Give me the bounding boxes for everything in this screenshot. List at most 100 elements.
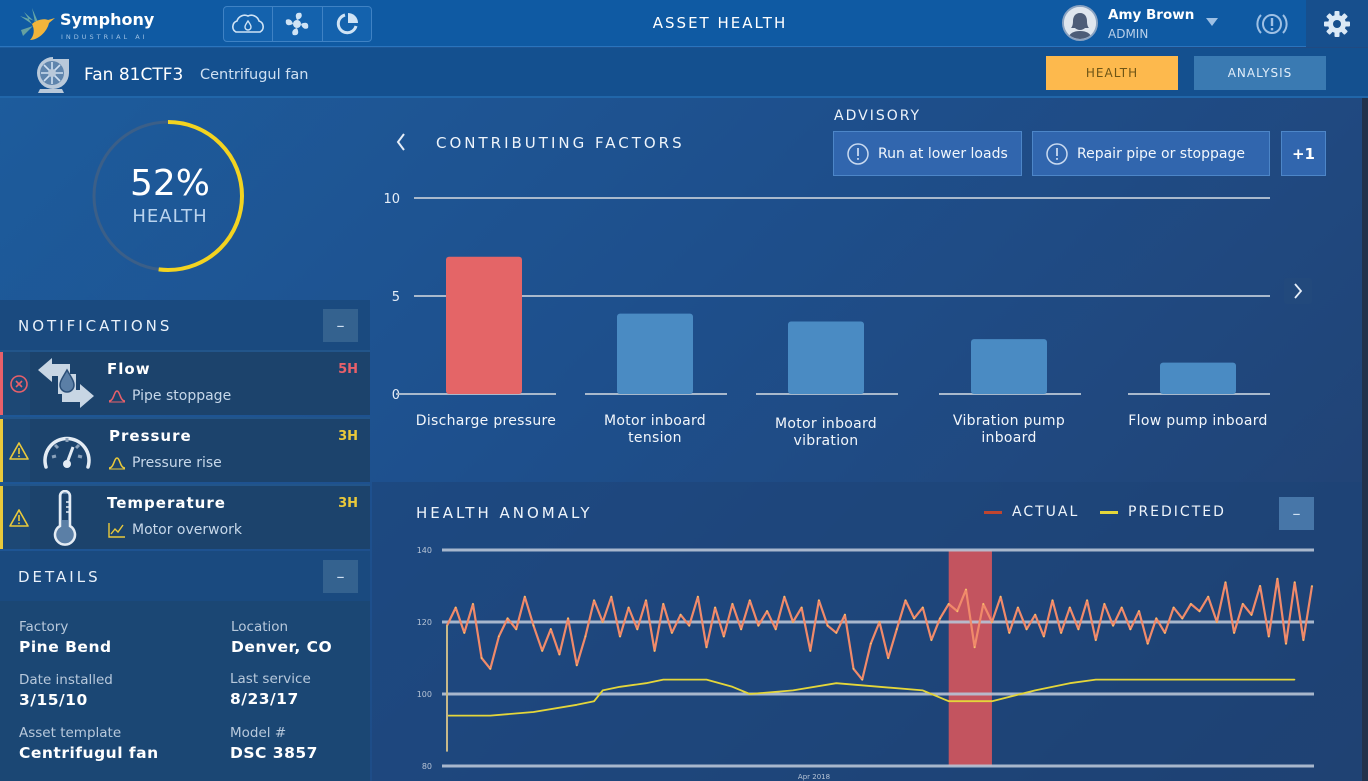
data-point (602, 689, 604, 691)
detail-value: Pine Bend (19, 638, 112, 656)
detail-date-installed: Date installed 3/15/10 (19, 672, 113, 709)
data-point (1181, 617, 1184, 620)
y-tick-label: 5 (392, 290, 400, 305)
details-collapse-button[interactable]: – (323, 560, 358, 593)
advisory-repair-pipe[interactable]: Repair pipe or stoppage (1032, 131, 1270, 176)
data-point (1155, 617, 1158, 620)
data-point (826, 624, 829, 627)
data-point (532, 624, 535, 627)
notification-subtitle: Motor overwork (132, 522, 243, 538)
data-point (878, 686, 881, 688)
data-point (696, 595, 699, 598)
gauges-view-button[interactable] (224, 7, 274, 41)
x-category-label: Motor inboard (775, 416, 877, 432)
data-point (645, 682, 647, 684)
detail-last-service: Last service 8/23/17 (230, 671, 311, 708)
data-point (1311, 585, 1313, 587)
brand-subtitle: INDUSTRIAL AI (61, 33, 148, 41)
caret-down-icon (1206, 18, 1218, 26)
notification-item[interactable]: Flow Pipe stoppage 5H (0, 350, 370, 415)
fan-icon (286, 12, 309, 36)
notification-subtitle: Pressure rise (132, 455, 222, 471)
data-point (895, 628, 898, 631)
anomaly-collapse-button[interactable]: – (1279, 497, 1314, 530)
data-point (904, 599, 907, 602)
pie-view-button[interactable] (323, 7, 371, 41)
data-point (809, 649, 812, 652)
anomaly-window[interactable] (948, 550, 992, 766)
data-point (991, 700, 993, 702)
data-point (1025, 628, 1028, 631)
series-line-predicted (447, 678, 1295, 717)
gauges-icon (232, 14, 265, 33)
data-point (930, 639, 933, 641)
bar[interactable] (1160, 362, 1236, 394)
data-point (1068, 606, 1071, 609)
notification-subtitle-row: Pipe stoppage (108, 388, 231, 404)
data-point (627, 606, 630, 609)
detail-model: Model # DSC 3857 (230, 725, 318, 762)
advisory-more-button[interactable]: +1 (1281, 131, 1326, 176)
info-exclamation-icon (847, 142, 869, 165)
detail-value: Denver, CO (231, 638, 333, 656)
bar[interactable] (446, 256, 522, 394)
data-point (731, 686, 734, 688)
next-page-button[interactable] (1284, 278, 1312, 304)
chevron-left-icon[interactable] (394, 132, 408, 152)
detail-label: Factory (19, 619, 69, 635)
data-point (584, 635, 587, 638)
user-menu[interactable]: Amy Brown ADMIN (1062, 4, 1242, 44)
asset-type: Centrifugul fan (200, 67, 309, 83)
data-point (965, 700, 967, 702)
detail-value: 3/15/10 (19, 691, 88, 709)
data-point (757, 624, 760, 627)
advisory-run-lower-loads[interactable]: Run at lower loads (833, 131, 1022, 176)
data-point (601, 621, 604, 623)
asset-bar: Fan 81CTF3 Centrifugul fan HEALTH ANALYS… (0, 48, 1368, 98)
data-point (671, 631, 673, 634)
tab-analysis[interactable]: ANALYSIS (1194, 56, 1326, 90)
alert-icon[interactable] (1255, 9, 1289, 39)
user-silhouette-icon (1064, 7, 1096, 39)
data-point (1294, 679, 1296, 681)
data-point (1042, 635, 1045, 638)
data-point (818, 599, 820, 602)
bell-curve-icon (108, 457, 126, 470)
asset-name: Fan 81CTF3 (84, 65, 184, 85)
y-tick-label: 120 (417, 618, 432, 627)
detail-label: Location (231, 619, 289, 635)
bar[interactable] (971, 339, 1047, 394)
data-point (558, 653, 561, 656)
legend-actual: ACTUAL (984, 504, 1079, 520)
data-point (800, 606, 803, 609)
notification-item[interactable]: Pressure Pressure rise 3H (0, 417, 370, 482)
data-point (1051, 599, 1054, 602)
brand-logo[interactable]: Symphony INDUSTRIAL AI (18, 4, 208, 44)
notifications-collapse-button[interactable]: – (323, 309, 358, 342)
flow-arrows-icon (38, 358, 94, 408)
settings-button[interactable] (1306, 0, 1368, 47)
data-point (1017, 606, 1019, 609)
data-point (593, 599, 595, 602)
data-point (1069, 682, 1071, 684)
bar[interactable] (788, 321, 864, 394)
warning-triangle-icon (9, 509, 29, 527)
error-circle-icon (10, 375, 28, 393)
fan-view-button[interactable] (273, 7, 323, 41)
data-point (947, 603, 950, 605)
x-category-label: vibration (794, 433, 859, 449)
data-point (766, 610, 768, 613)
warning-triangle-icon (9, 442, 29, 460)
bar[interactable] (617, 313, 693, 394)
y-tick-label: 140 (417, 546, 432, 555)
data-point (549, 628, 552, 631)
detail-label: Asset template (19, 725, 122, 741)
x-category-label: Vibration pump (953, 413, 1065, 429)
notifications-title: NOTIFICATIONS (18, 317, 173, 335)
tab-health[interactable]: HEALTH (1046, 56, 1178, 90)
detail-location: Location Denver, CO (231, 619, 332, 656)
data-point (662, 603, 665, 605)
data-point (1060, 631, 1063, 634)
notification-item[interactable]: Temperature Motor overwork 3H (0, 484, 370, 549)
